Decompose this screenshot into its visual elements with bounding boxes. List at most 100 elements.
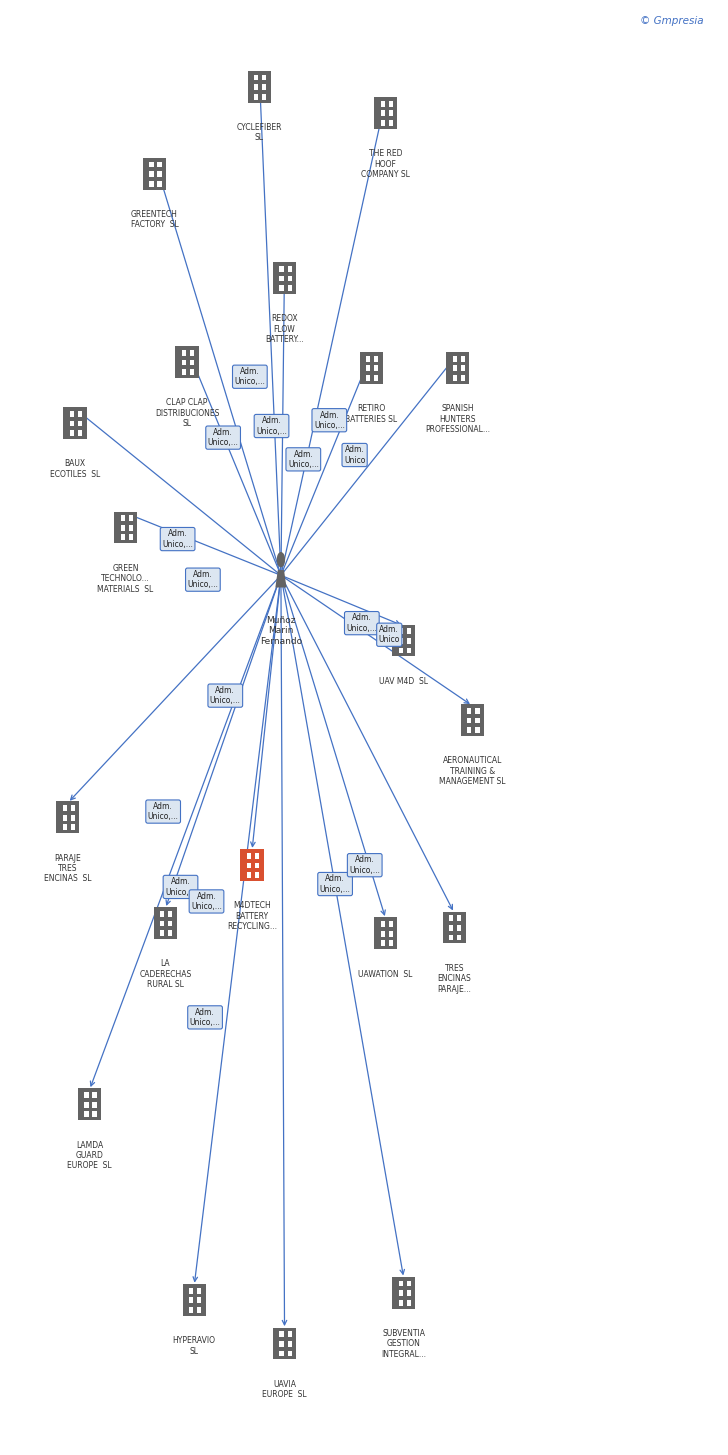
Bar [366,356,371,362]
Bar [453,375,457,381]
Bar [262,84,266,90]
Text: Adm.
Unico,...: Adm. Unico,... [347,614,377,633]
Text: LAMDA
GUARD
EUROPE  SL: LAMDA GUARD EUROPE SL [67,1141,112,1170]
Text: THE RED
HOOF
COMPANY SL: THE RED HOOF COMPANY SL [361,150,410,179]
FancyBboxPatch shape [273,262,296,294]
Bar [190,359,194,365]
Circle shape [277,553,285,566]
Text: Adm.
Unico,...: Adm. Unico,... [349,856,380,874]
Bar [71,815,75,821]
Polygon shape [275,570,286,588]
Text: RETIRO
BATTERIES SL: RETIRO BATTERIES SL [345,404,397,423]
FancyBboxPatch shape [374,97,397,129]
Bar [407,629,411,634]
Bar [84,1112,89,1117]
Bar [189,1307,194,1312]
Bar [168,921,173,927]
Bar [197,1307,202,1312]
Bar [92,1112,97,1117]
Text: REDOX
FLOW
BATTERY...: REDOX FLOW BATTERY... [265,314,304,345]
Bar [189,1288,194,1293]
FancyBboxPatch shape [240,850,264,882]
Bar [262,74,266,80]
Bar [71,805,75,810]
Bar [389,119,393,125]
Bar [84,1101,89,1107]
Bar [92,1101,97,1107]
Bar [389,921,393,927]
Bar [399,1280,403,1286]
Text: UAVIA
EUROPE  SL: UAVIA EUROPE SL [262,1379,306,1400]
Bar [288,275,292,281]
Bar [190,370,194,375]
Text: Adm.
Unico: Adm. Unico [344,445,365,464]
Bar [449,925,454,931]
Text: GREENTECH
FACTORY  SL: GREENTECH FACTORY SL [130,210,178,230]
Text: CLAP CLAP
DISTRIBUCIONES
SL: CLAP CLAP DISTRIBUCIONES SL [155,399,219,428]
Bar [457,925,462,931]
Bar [247,863,251,869]
FancyBboxPatch shape [374,917,397,949]
Bar [129,515,132,521]
Text: BAUX
ECOTILES  SL: BAUX ECOTILES SL [50,460,100,479]
Bar [467,717,472,723]
Bar [280,275,284,281]
Text: SPANISH
HUNTERS
PROFESSIONAL...: SPANISH HUNTERS PROFESSIONAL... [425,404,491,434]
Bar [70,431,74,436]
Bar [453,365,457,371]
Bar [389,100,393,106]
Bar [461,365,465,371]
Bar [374,365,379,371]
FancyBboxPatch shape [175,346,199,378]
Bar [255,853,259,858]
Bar [407,637,411,643]
Bar [280,1350,284,1356]
Bar [374,375,379,381]
Bar [449,915,454,921]
Text: PARAJE
TRES
ENCINAS  SL: PARAJE TRES ENCINAS SL [44,854,92,883]
Bar [288,285,292,291]
Bar [160,921,165,927]
Bar [288,266,292,272]
Bar [453,356,457,362]
Bar [70,410,74,416]
Bar [475,709,480,714]
Text: Adm.
Unico,...: Adm. Unico,... [189,1008,221,1027]
Bar [247,853,251,858]
FancyBboxPatch shape [143,159,166,189]
Bar [288,1342,292,1347]
Bar [457,934,462,940]
Text: Adm.
Unico,...: Adm. Unico,... [288,450,319,469]
Bar [254,95,258,99]
Text: © Gmpresia: © Gmpresia [640,16,703,26]
Bar [63,815,67,821]
Bar [467,728,472,733]
Bar [389,940,393,946]
Text: Muñoz
Marin
Fernando: Muñoz Marin Fernando [260,615,302,646]
Text: Adm.
Unico,...: Adm. Unico,... [148,802,178,821]
Bar [160,911,165,917]
FancyBboxPatch shape [183,1285,206,1315]
FancyBboxPatch shape [273,1327,296,1359]
Bar [389,931,393,937]
Text: SUBVENTIA
GESTION
INTEGRAL...: SUBVENTIA GESTION INTEGRAL... [381,1328,426,1359]
Bar [449,934,454,940]
Text: UAV M4D  SL: UAV M4D SL [379,677,428,685]
Text: UAWATION  SL: UAWATION SL [358,969,413,979]
Bar [381,931,385,937]
Bar [190,351,194,356]
Bar [254,84,258,90]
Bar [168,930,173,936]
Text: Adm.
Unico: Adm. Unico [379,626,400,645]
Bar [399,647,403,653]
Bar [160,930,165,936]
Bar [149,162,154,167]
Bar [157,172,162,178]
Bar [149,180,154,186]
Bar [255,863,259,869]
FancyBboxPatch shape [446,352,470,384]
Text: Adm.
Unico,...: Adm. Unico,... [256,416,287,435]
Bar [280,1342,284,1347]
FancyBboxPatch shape [248,71,271,103]
Bar [467,709,472,714]
